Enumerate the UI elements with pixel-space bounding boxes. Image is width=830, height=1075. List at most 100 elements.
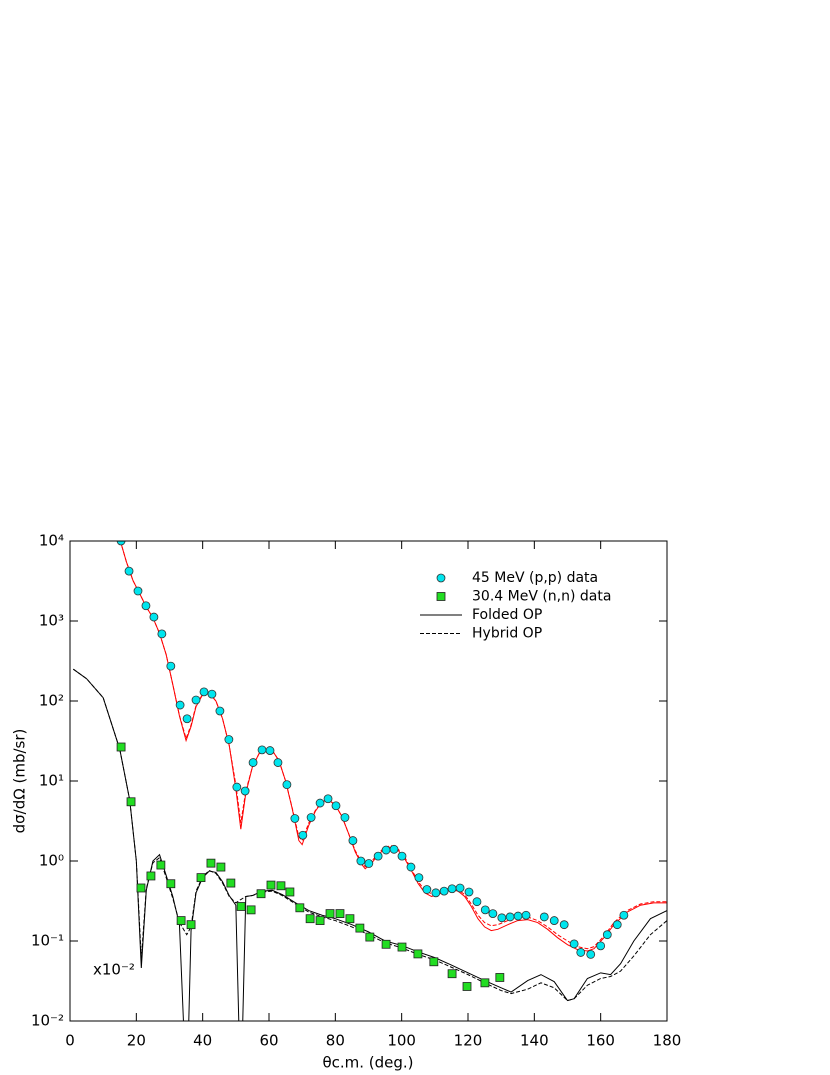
legend-label: Hybrid OP [472, 626, 542, 642]
data-point [373, 851, 383, 861]
data-point [348, 836, 358, 845]
y-tick-label: 10⁻¹ [31, 932, 64, 950]
y-tick-label: 10⁴ [39, 532, 64, 550]
data-point [431, 888, 441, 898]
plot-frame [69, 540, 668, 1022]
x-tick-label: 60 [259, 1032, 278, 1050]
data-point [335, 909, 345, 919]
data-point [455, 883, 465, 893]
data-point [365, 932, 375, 942]
data-point [414, 873, 424, 883]
data-point [480, 978, 490, 988]
data-point [539, 912, 549, 922]
data-point [381, 939, 391, 949]
legend-label: Folded OP [472, 607, 542, 623]
data-point [429, 957, 439, 967]
data-point [488, 909, 498, 919]
y-tick-label: 10³ [39, 612, 64, 630]
data-point [355, 923, 365, 933]
annotation: x10⁻² [93, 961, 135, 979]
data-point [323, 794, 333, 804]
data-point [462, 982, 472, 991]
data-point [480, 905, 490, 915]
data-point [447, 969, 457, 979]
data-point [298, 830, 308, 840]
x-tick-label: 80 [326, 1032, 345, 1050]
data-point [265, 746, 275, 755]
data-point [305, 914, 315, 924]
data-point [246, 905, 256, 915]
data-point [315, 916, 325, 925]
data-point [619, 910, 629, 920]
data-point [285, 887, 295, 897]
data-point [196, 873, 206, 883]
data-point [156, 860, 166, 870]
data-point [215, 706, 225, 716]
data-point [356, 856, 366, 866]
y-tick-label: 10⁰ [39, 852, 64, 870]
data-point [126, 797, 136, 807]
data-point [389, 844, 399, 854]
x-tick-label: 140 [520, 1032, 549, 1050]
data-point [331, 801, 341, 811]
data-point [175, 700, 185, 710]
data-point [176, 916, 186, 925]
data-point [290, 814, 300, 823]
x-tick-label: 160 [586, 1032, 615, 1050]
data-point [276, 881, 286, 891]
data-point [207, 689, 217, 699]
data-point [576, 948, 586, 957]
data-point [266, 880, 276, 890]
y-tick-label: 10² [39, 692, 64, 710]
data-point [295, 903, 305, 913]
data-point [497, 913, 507, 923]
data-point [472, 897, 482, 907]
x-tick-label: 100 [387, 1032, 416, 1050]
data-point [306, 813, 316, 822]
data-point [602, 930, 612, 940]
y-axis-label: dσ/dΩ (mb/sr) [11, 729, 29, 834]
data-point [397, 851, 407, 861]
data-point [569, 939, 579, 949]
data-point [216, 862, 226, 872]
data-point [186, 920, 196, 930]
data-point [505, 912, 515, 922]
data-point [157, 629, 167, 639]
data-point [236, 902, 246, 911]
data-point [495, 973, 505, 982]
data-point [559, 920, 569, 930]
data-point [257, 745, 267, 755]
data-point [406, 862, 416, 872]
data-point [248, 758, 258, 767]
plot-layer [73, 541, 667, 1021]
data-point [381, 845, 391, 855]
data-point [612, 920, 622, 930]
data-point [447, 884, 457, 894]
data-point [364, 859, 374, 868]
data-point [141, 601, 151, 611]
data-point [549, 916, 559, 925]
data-point [224, 735, 234, 744]
legend-label: 45 MeV (p,p) data [472, 570, 598, 586]
data-point [124, 566, 134, 576]
y-tick-label: 10¹ [39, 772, 64, 790]
data-point [325, 909, 335, 919]
data-point [397, 942, 407, 952]
data-point [340, 813, 350, 822]
legend-marker [436, 592, 446, 601]
data-point [133, 586, 143, 596]
data-point [422, 885, 432, 894]
data-point [282, 780, 292, 790]
data-point [521, 910, 531, 920]
data-point [166, 879, 176, 889]
x-tick-label: 0 [65, 1032, 75, 1050]
data-point [116, 541, 126, 546]
data-point [226, 878, 236, 888]
legend-marker [436, 573, 446, 583]
x-tick-label: 20 [127, 1032, 146, 1050]
data-point [232, 782, 242, 792]
data-point [256, 889, 266, 899]
data-point [513, 911, 523, 921]
data-point [273, 758, 283, 767]
